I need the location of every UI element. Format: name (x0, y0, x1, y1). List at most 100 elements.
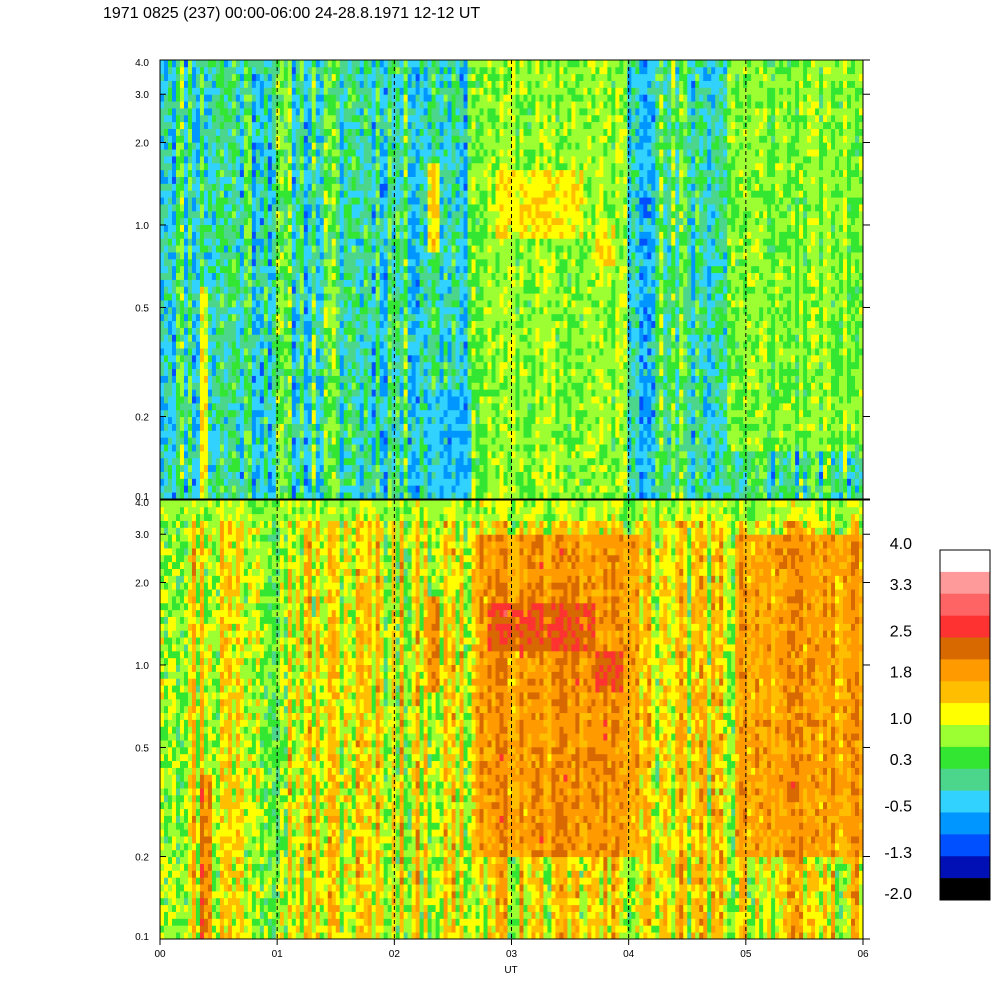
upper-heatmap-cell (283, 361, 289, 370)
upper-heatmap-cell (311, 464, 317, 472)
upper-heatmap-cell (243, 197, 249, 205)
upper-heatmap-cell (407, 73, 413, 81)
upper-heatmap-cell (251, 204, 257, 212)
upper-heatmap-cell (175, 300, 181, 308)
upper-heatmap-cell (367, 354, 373, 363)
upper-heatmap-cell (439, 87, 444, 95)
upper-heatmap-cell (423, 142, 429, 150)
upper-heatmap-cell (247, 423, 253, 431)
upper-heatmap-cell (163, 430, 169, 438)
upper-heatmap-cell (403, 217, 409, 226)
upper-heatmap-cell (419, 313, 425, 322)
upper-heatmap-cell (351, 293, 357, 301)
upper-heatmap-cell (263, 341, 269, 349)
upper-heatmap-cell (467, 416, 472, 424)
upper-heatmap-cell (283, 286, 289, 294)
upper-heatmap-cell (315, 204, 321, 212)
upper-heatmap-cell (427, 402, 433, 411)
upper-heatmap-cell (379, 430, 385, 438)
upper-heatmap-cell (423, 265, 429, 274)
upper-heatmap-cell (195, 238, 201, 246)
upper-heatmap-cell (219, 87, 225, 95)
upper-heatmap-cell (319, 279, 325, 287)
upper-heatmap-cell (315, 430, 321, 438)
upper-heatmap-cell (387, 190, 393, 198)
upper-heatmap-cell (263, 279, 269, 287)
upper-heatmap-cell (415, 162, 421, 171)
upper-heatmap-cell (387, 238, 393, 246)
upper-heatmap-cell (327, 128, 333, 136)
upper-heatmap-cell (283, 169, 289, 178)
upper-heatmap-cell (427, 142, 433, 150)
upper-heatmap-cell (191, 368, 197, 376)
upper-heatmap-cell (167, 382, 173, 390)
upper-heatmap-cell (367, 169, 373, 178)
upper-heatmap-cell (459, 444, 464, 452)
upper-heatmap-cell (160, 341, 165, 349)
upper-heatmap-cell (435, 293, 440, 301)
upper-heatmap-cell (195, 190, 201, 198)
upper-heatmap-cell (255, 265, 261, 274)
upper-heatmap-cell (171, 197, 177, 205)
upper-heatmap-cell (327, 156, 333, 164)
upper-heatmap-cell (371, 437, 377, 445)
upper-heatmap-cell (319, 286, 325, 294)
upper-heatmap-cell (419, 361, 425, 370)
upper-heatmap-cell (295, 423, 301, 431)
upper-heatmap-cell (435, 73, 440, 81)
upper-heatmap-cell (219, 471, 225, 479)
upper-heatmap-cell (263, 197, 269, 205)
upper-heatmap-cell (331, 492, 337, 499)
upper-heatmap-cell (295, 162, 301, 171)
upper-heatmap-cell (239, 313, 245, 322)
upper-heatmap-cell (447, 272, 452, 280)
upper-heatmap-cell (243, 396, 249, 404)
upper-heatmap-cell (183, 327, 189, 335)
upper-heatmap-cell (255, 348, 261, 356)
upper-heatmap-cell (239, 485, 245, 493)
upper-heatmap-cell (219, 492, 225, 499)
upper-heatmap-cell (303, 471, 309, 479)
upper-heatmap-cell (347, 444, 353, 452)
upper-heatmap-cell (407, 265, 413, 274)
upper-heatmap-cell (395, 320, 401, 328)
upper-heatmap-cell (431, 190, 436, 198)
upper-heatmap-cell (247, 265, 253, 274)
upper-heatmap-cell (271, 450, 277, 459)
upper-heatmap-cell (167, 444, 173, 452)
upper-heatmap-cell (419, 169, 425, 178)
upper-heatmap-cell (287, 265, 293, 274)
upper-heatmap-cell (275, 258, 281, 267)
upper-heatmap-cell (283, 375, 289, 383)
upper-heatmap-cell (459, 450, 464, 459)
upper-heatmap-cell (239, 265, 245, 274)
upper-heatmap-cell (379, 156, 385, 164)
upper-heatmap-cell (363, 306, 369, 315)
upper-heatmap-cell (431, 416, 436, 424)
upper-heatmap-cell (275, 94, 281, 102)
upper-heatmap-cell (287, 409, 293, 418)
upper-heatmap-cell (467, 73, 472, 81)
upper-heatmap-cell (223, 252, 229, 260)
upper-heatmap-cell (311, 162, 317, 171)
upper-heatmap-cell (247, 457, 253, 466)
upper-heatmap-cell (311, 320, 317, 328)
upper-heatmap-cell (203, 101, 209, 109)
upper-heatmap-cell (203, 368, 209, 376)
upper-heatmap-cell (467, 354, 472, 363)
upper-heatmap-cell (447, 402, 452, 411)
upper-heatmap-cell (247, 73, 253, 81)
upper-heatmap-cell (411, 396, 417, 404)
upper-heatmap-cell (443, 471, 448, 479)
upper-heatmap-cell (195, 485, 201, 493)
upper-heatmap-cell (231, 389, 237, 397)
upper-heatmap-cell (363, 286, 369, 294)
upper-heatmap-cell (351, 402, 357, 411)
upper-heatmap-cell (235, 265, 241, 274)
upper-heatmap-cell (171, 183, 177, 191)
upper-heatmap-cell (363, 265, 369, 274)
upper-heatmap-cell (407, 114, 413, 123)
upper-heatmap-cell (171, 149, 177, 157)
upper-heatmap-cell (231, 375, 237, 383)
upper-heatmap-cell (299, 306, 305, 315)
